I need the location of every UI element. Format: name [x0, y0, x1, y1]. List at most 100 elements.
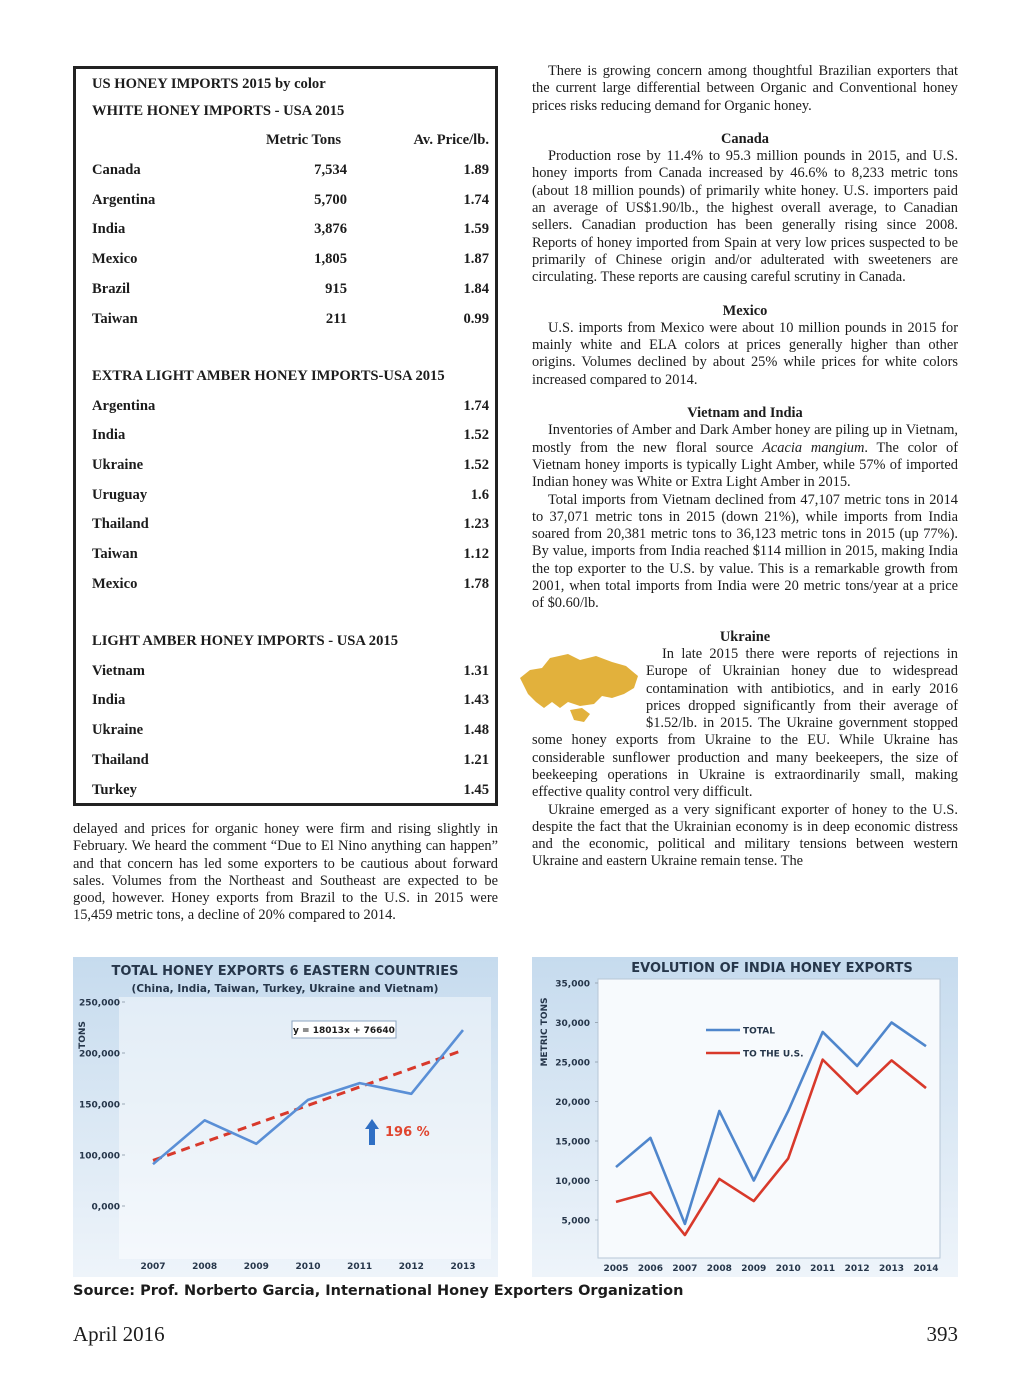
paragraph-text: Production rose by 11.4% to 95.3 million…	[532, 148, 958, 286]
x-tick-label: 2007	[140, 1262, 165, 1272]
paragraph-text: Ukraine emerged as a very significant ex…	[532, 801, 958, 870]
x-tick-label: 2010	[776, 1264, 801, 1274]
trend-equation: y = 18013x + 76640	[293, 1026, 395, 1036]
chart-title: EVOLUTION OF INDIA HONEY EXPORTS	[631, 961, 912, 976]
growth-annotation: 196 %	[385, 1125, 430, 1140]
cell-price: 1.21	[463, 751, 489, 768]
paragraph: Ukraine emerged as a very significant ex…	[532, 802, 958, 871]
x-tick-label: 2010	[295, 1262, 320, 1272]
row-label: Argentina	[92, 397, 156, 414]
column-header: Av. Price/lb.	[413, 132, 489, 148]
row-label: Taiwan	[92, 546, 138, 562]
y-tick-label: 20,000	[555, 1098, 590, 1108]
cell-price: 1.59	[463, 221, 489, 238]
chart-background	[73, 957, 498, 1277]
cell-tons: 211	[325, 310, 347, 327]
y-tick-label: 35,000	[555, 980, 590, 990]
y-tick-label: 200,000	[79, 1050, 120, 1060]
plot-area	[119, 997, 491, 1259]
growth-arrow	[365, 1119, 379, 1145]
cell-tons: 915	[325, 280, 347, 297]
row-label: Brazil	[92, 280, 131, 297]
cell-price: 1.43	[463, 692, 489, 709]
cell-price: 1.74	[463, 191, 489, 208]
y-tick-label: 150,000	[79, 1101, 120, 1111]
x-tick-label: 2009	[244, 1262, 269, 1272]
y-tick-label: 250,000	[79, 999, 120, 1009]
legend-label: TOTAL	[743, 1027, 775, 1037]
x-tick-label: 2006	[638, 1264, 663, 1274]
section-heading: WHITE HONEY IMPORTS - USA 2015	[92, 103, 345, 119]
cell-price: 1.45	[463, 781, 489, 798]
cell-price: 1.31	[463, 662, 489, 679]
cell-price: 1.52	[463, 456, 489, 473]
imports-table: US HONEY IMPORTS 2015 by color WHITE HONE…	[73, 66, 498, 806]
y-tick-label: 10,000	[555, 1177, 590, 1187]
chart-total-exports: TOTAL HONEY EXPORTS 6 EASTERN COUNTRIES (…	[73, 957, 498, 1277]
paragraph-text: There is growing concern among thoughtfu…	[532, 63, 958, 114]
x-tick-label: 2013	[879, 1264, 904, 1274]
paragraph: U.S. imports from Mexico were about 10 m…	[532, 320, 958, 389]
section-heading: EXTRA LIGHT AMBER HONEY IMPORTS-USA 2015	[92, 367, 445, 384]
row-label: Canada	[92, 162, 141, 178]
paragraph-text: U.S. imports from Mexico were about 10 m…	[532, 319, 958, 388]
cell-price: 1.78	[463, 575, 489, 592]
row-label: India	[92, 427, 126, 444]
data-line	[615, 1058, 927, 1237]
cell-tons: 5,700	[314, 191, 347, 208]
column-header: Metric Tons	[266, 132, 341, 148]
x-tick-label: 2012	[399, 1262, 424, 1272]
page-number: 393	[926, 1322, 959, 1346]
y-tick-label: 100,000	[79, 1152, 120, 1162]
chart-title: TOTAL HONEY EXPORTS 6 EASTERN COUNTRIES	[112, 964, 459, 979]
row-label: Taiwan	[92, 310, 138, 327]
left-column-text: delayed and prices for organic honey wer…	[73, 821, 498, 925]
paragraph-text: Inventories of Amber and Dark Amber hone…	[532, 422, 958, 456]
paragraph-text: Total imports from Vietnam declined from…	[532, 491, 958, 612]
y-axis-label: METRIC TONS	[540, 997, 550, 1066]
row-label: Uruguay	[92, 486, 148, 503]
section-heading: LIGHT AMBER HONEY IMPORTS - USA 2015	[92, 632, 398, 649]
x-tick-label: 2008	[707, 1264, 732, 1274]
equation-box	[291, 1020, 397, 1039]
x-tick-label: 2007	[672, 1264, 697, 1274]
data-line	[615, 1021, 927, 1226]
italic-text: Acacia mangium	[762, 439, 865, 456]
map-shape	[520, 653, 638, 722]
trend-line	[152, 1048, 464, 1162]
x-tick-label: 2011	[347, 1262, 372, 1272]
row-label: Thailand	[92, 751, 149, 768]
cell-price: 1.6	[470, 486, 489, 503]
cell-price: 1.74	[463, 397, 489, 414]
section-heading: Ukraine	[719, 628, 771, 645]
paragraph: There is growing concern among thoughtfu…	[532, 63, 958, 115]
y-tick-label: 15,000	[555, 1138, 590, 1148]
paragraph: Production rose by 11.4% to 95.3 million…	[532, 148, 958, 286]
row-label: Argentina	[92, 191, 156, 208]
paragraph: Inventories of Amber and Dark Amber hone…	[532, 422, 958, 491]
cell-price: 1.89	[463, 162, 489, 178]
cell-price: 1.52	[463, 427, 489, 444]
x-tick-label: 2013	[450, 1262, 475, 1272]
row-label: Ukraine	[92, 722, 144, 739]
cell-price: 1.84	[463, 280, 489, 297]
cell-price: 1.12	[463, 546, 489, 562]
x-tick-label: 2011	[810, 1264, 835, 1274]
cell-tons: 7,534	[314, 162, 347, 178]
row-label: Mexico	[92, 251, 138, 268]
row-label: Ukraine	[92, 456, 144, 473]
source-note: Source: Prof. Norberto Garcia, Internati…	[73, 1283, 684, 1299]
section-heading: Vietnam and India	[687, 405, 803, 422]
x-tick-label: 2005	[603, 1264, 628, 1274]
y-tick-label: 30,000	[555, 1019, 590, 1029]
section-heading: Mexico	[722, 302, 768, 319]
ukraine-map	[520, 653, 638, 722]
cell-price: 1.87	[463, 251, 489, 268]
cell-price: 1.23	[463, 516, 489, 533]
right-column-text: There is growing concern among thoughtfu…	[520, 63, 958, 871]
paragraph-text: . The color of Vietnam honey imports is …	[532, 439, 958, 491]
x-tick-label: 2012	[845, 1264, 870, 1274]
legend-label: TO THE U.S.	[743, 1050, 804, 1060]
chart-india-exports: EVOLUTION OF INDIA HONEY EXPORTS METRIC T…	[532, 957, 958, 1277]
y-axis-label: TONS	[78, 1021, 88, 1049]
